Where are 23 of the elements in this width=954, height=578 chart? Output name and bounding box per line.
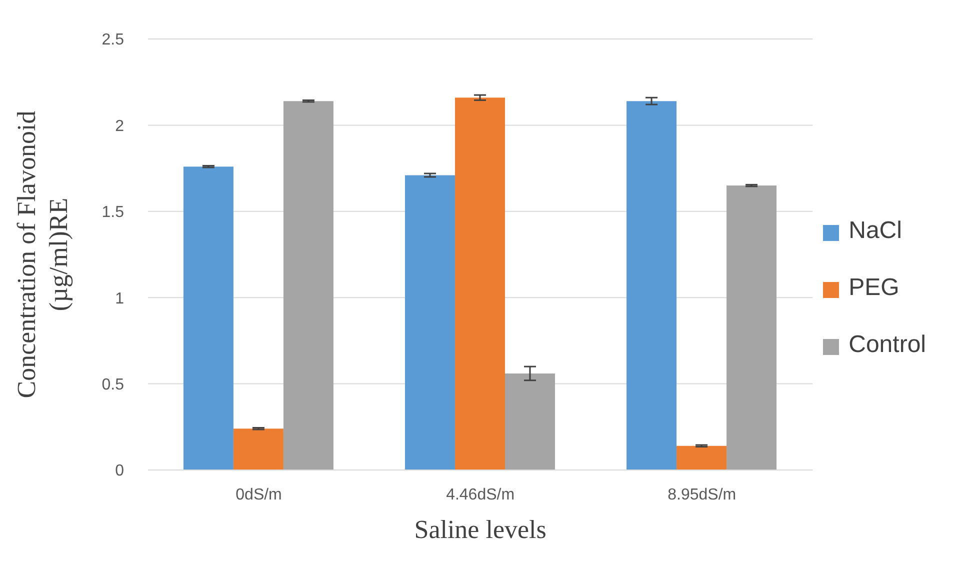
x-tick-label: 0dS/m <box>236 486 282 504</box>
x-tick-label: 4.46dS/m <box>446 486 515 504</box>
legend-label: Control <box>848 330 926 358</box>
bar <box>183 166 234 470</box>
y-tick-label: 0 <box>115 462 124 480</box>
y-tick-label: 2.5 <box>102 32 124 49</box>
y-tick-label: 1.5 <box>102 204 124 222</box>
bar <box>676 446 727 470</box>
x-tick-label: 8.95dS/m <box>668 486 736 504</box>
legend-label: PEG <box>848 274 900 300</box>
legend-label: NaCl <box>848 216 902 244</box>
bar <box>454 98 505 470</box>
y-tick-label: 1 <box>115 290 124 308</box>
x-axis-title: Saline levels <box>414 515 546 544</box>
bar <box>626 101 677 470</box>
y-axis-title: Concentration of Flavonoid (µg/ml)RE <box>12 110 73 398</box>
y-tick-label: 0.5 <box>102 376 124 394</box>
y-tick-label: 2 <box>115 118 124 135</box>
bar <box>233 428 284 470</box>
bar <box>404 175 455 470</box>
bar <box>504 373 555 470</box>
bar <box>726 186 777 470</box>
bar <box>283 101 334 470</box>
